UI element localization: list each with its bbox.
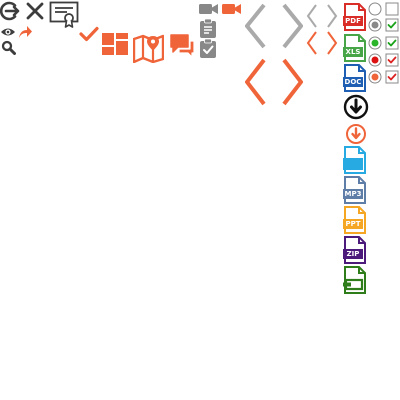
- clipboard-check-icon[interactable]: [200, 39, 216, 58]
- diamond-outline-small-gray: [306, 3, 338, 29]
- share-arrow-icon[interactable]: [18, 24, 33, 39]
- ppt-file-icon[interactable]: PPT: [343, 206, 367, 234]
- checkbox-checked-red[interactable]: [385, 70, 399, 84]
- radio-button-selected-gray[interactable]: [368, 18, 382, 32]
- eye-icon[interactable]: [0, 26, 16, 38]
- diamond-outline-large-gray: [245, 3, 303, 55]
- file-type-label: PDF: [345, 17, 361, 25]
- archive-file-icon[interactable]: [343, 266, 367, 294]
- download-circle-orange-icon[interactable]: [345, 123, 367, 145]
- diamond-outline-small-orange: [306, 30, 338, 56]
- file-type-label: DOC: [344, 78, 362, 86]
- radio-button-selected-orange[interactable]: [368, 70, 382, 84]
- close-icon[interactable]: [26, 2, 44, 20]
- video-camera-icon[interactable]: [199, 3, 219, 15]
- checkbox-checked-green[interactable]: [385, 36, 399, 50]
- radio-button-selected-green[interactable]: [368, 36, 382, 50]
- checkbox-checked-red[interactable]: [385, 53, 399, 67]
- tiles-icon[interactable]: [102, 33, 128, 55]
- clipboard-text-icon[interactable]: [200, 19, 216, 38]
- map-icon[interactable]: [133, 33, 164, 63]
- doc-file-icon[interactable]: DOC: [343, 64, 367, 92]
- radio-button-selected-red[interactable]: [368, 53, 382, 67]
- download-circle-black-icon[interactable]: [343, 94, 369, 120]
- video-camera-icon[interactable]: [222, 3, 242, 15]
- file-type-label: MP3: [344, 190, 362, 198]
- radio-button-empty[interactable]: [368, 2, 382, 16]
- file-type-label: ZIP: [346, 250, 360, 258]
- checkbox-empty[interactable]: [385, 2, 399, 16]
- diamond-outline-large-orange: [245, 58, 303, 108]
- checkbox-checked-green[interactable]: [385, 18, 399, 32]
- search-icon[interactable]: [1, 40, 16, 55]
- mp3-file-icon[interactable]: MP3: [343, 176, 367, 204]
- certificate-icon: [49, 1, 79, 28]
- file-type-label: PPT: [345, 220, 361, 228]
- checkmark-icon: [79, 26, 99, 42]
- zip-file-icon[interactable]: ZIP: [343, 236, 367, 264]
- chat-icon[interactable]: [169, 33, 196, 59]
- login-icon[interactable]: [0, 0, 22, 22]
- xls-file-icon[interactable]: XLS: [343, 34, 367, 62]
- pdf-file-icon[interactable]: PDF: [343, 3, 367, 31]
- screen-file-icon[interactable]: [343, 146, 367, 174]
- file-type-label: XLS: [345, 48, 361, 56]
